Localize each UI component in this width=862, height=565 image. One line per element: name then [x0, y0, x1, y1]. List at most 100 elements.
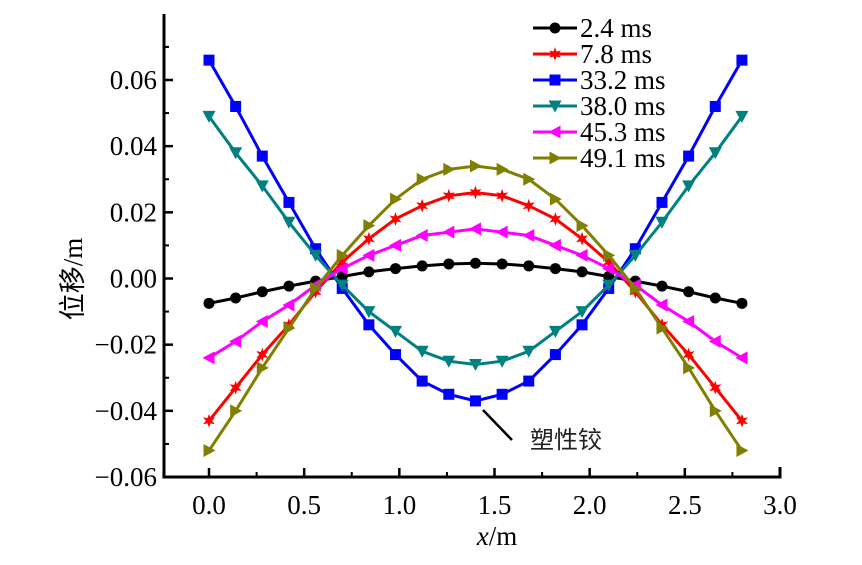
data-point	[443, 258, 455, 270]
data-point	[523, 260, 535, 272]
data-point	[603, 248, 616, 262]
y-tick-label: 0.06	[110, 65, 157, 95]
legend-marker	[549, 151, 562, 165]
data-point	[468, 359, 482, 372]
series-line	[208, 227, 743, 360]
x-tick-label: 3.0	[763, 490, 797, 520]
data-point	[683, 286, 695, 298]
y-tick-label: −0.06	[95, 462, 157, 492]
data-point	[309, 249, 323, 262]
data-point	[362, 248, 375, 262]
data-point	[256, 150, 268, 162]
data-point	[336, 248, 349, 262]
y-tick-label: −0.04	[95, 396, 158, 426]
data-point	[283, 280, 295, 292]
data-point	[683, 150, 695, 162]
data-point	[496, 162, 509, 176]
data-point	[469, 257, 481, 269]
annotation-leader-line	[482, 409, 513, 441]
legend-label: 33.2 ms	[580, 65, 666, 95]
data-point	[496, 188, 509, 203]
x-tick-label: 0.0	[192, 490, 226, 520]
data-point	[229, 147, 243, 160]
data-point	[469, 395, 481, 407]
data-point	[255, 315, 268, 329]
data-point	[602, 255, 615, 269]
legend-marker	[548, 100, 562, 113]
x-tick-label: 1.5	[478, 490, 512, 520]
data-point	[576, 266, 588, 278]
data-point	[496, 388, 508, 400]
data-point	[523, 172, 536, 186]
data-point	[203, 444, 216, 458]
data-point	[310, 281, 323, 295]
data-point	[282, 216, 296, 229]
data-point	[390, 263, 402, 275]
data-point	[390, 192, 403, 206]
data-point	[708, 147, 722, 160]
data-point	[230, 100, 242, 112]
data-point	[336, 255, 349, 269]
series-2-4-ms	[203, 257, 748, 309]
legend-item: 38.0 ms	[533, 91, 666, 121]
legend-label: 7.8 ms	[580, 39, 652, 69]
data-point	[549, 192, 562, 206]
legend-item: 7.8 ms	[533, 39, 652, 69]
data-point	[310, 243, 322, 255]
data-point	[603, 271, 615, 283]
y-tick-label: 0.02	[110, 197, 157, 227]
data-point	[709, 380, 722, 395]
legend-label: 45.3 ms	[580, 117, 666, 147]
y-axis-title: 位移/m	[58, 238, 88, 321]
data-point	[656, 196, 668, 208]
data-point	[656, 280, 668, 292]
data-point	[230, 292, 242, 304]
data-point	[629, 281, 642, 295]
data-point	[709, 100, 721, 112]
y-tick-label: −0.02	[95, 330, 157, 360]
x-tick-label: 2.0	[573, 490, 607, 520]
data-point	[628, 249, 642, 262]
x-tick-label: 2.5	[668, 490, 702, 520]
data-point	[682, 180, 696, 193]
data-point	[443, 162, 456, 176]
data-point	[576, 231, 589, 246]
data-point	[230, 404, 243, 418]
data-point	[656, 321, 669, 335]
legend-item: 2.4 ms	[533, 13, 652, 43]
data-point	[335, 279, 349, 292]
data-point	[655, 216, 669, 229]
x-axis-title: x/m	[476, 521, 518, 551]
data-point	[415, 228, 428, 242]
data-point	[362, 231, 375, 246]
data-point	[522, 345, 536, 358]
annotation-layer: 塑性铰	[482, 409, 602, 454]
data-point	[442, 355, 456, 368]
data-point	[443, 388, 455, 400]
legend-marker	[549, 74, 561, 86]
data-point	[335, 262, 348, 276]
data-point	[202, 110, 216, 123]
data-point	[363, 219, 376, 233]
data-point	[575, 306, 589, 319]
data-point	[522, 228, 535, 242]
data-point	[416, 198, 429, 213]
data-point	[549, 349, 561, 361]
data-point	[283, 196, 295, 208]
data-point	[496, 258, 508, 270]
axes: 0.06 0.04 0.02 0.00 −0.02 −0.04 −0.06 0.0 0.5 1.0…	[95, 14, 797, 520]
legend-marker	[549, 47, 561, 61]
data-point	[575, 248, 588, 262]
data-point	[549, 212, 562, 226]
annotation-plastic-hinge: 塑性铰	[530, 426, 602, 454]
data-point	[736, 54, 748, 66]
legend-item: 49.1 ms	[533, 143, 666, 173]
data-point	[202, 351, 215, 365]
data-point	[363, 319, 375, 331]
data-point	[495, 355, 509, 368]
data-point	[708, 334, 721, 348]
data-point	[362, 306, 376, 319]
legend-marker	[548, 125, 561, 139]
